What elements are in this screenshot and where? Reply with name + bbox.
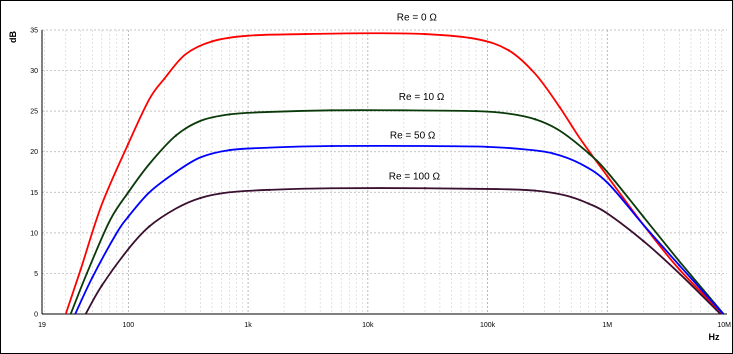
x-tick-label: 1M	[602, 322, 612, 329]
y-tick-label: 30	[30, 68, 38, 75]
x-tick-label: 1k	[244, 322, 252, 329]
series-point	[587, 152, 590, 155]
curve-label-1: Re = 0 Ω	[397, 12, 438, 23]
axes	[41, 30, 727, 315]
series-point	[587, 202, 590, 205]
series-point	[507, 49, 510, 52]
series-point	[486, 145, 489, 148]
x-tick-label: 10k	[362, 322, 374, 329]
series-point	[642, 239, 645, 243]
series-point	[304, 32, 307, 36]
series-point	[100, 284, 103, 287]
series-point	[268, 188, 271, 191]
y-axis-unit-label: dB	[8, 31, 18, 43]
x-tick-label: 19	[38, 322, 46, 329]
series-point	[558, 105, 561, 109]
series-point	[85, 272, 88, 275]
series-point	[642, 215, 645, 218]
y-tick-label: 10	[30, 230, 38, 237]
series-point	[163, 77, 166, 80]
series-point	[91, 276, 94, 279]
series-point	[534, 189, 537, 192]
series-point	[330, 109, 333, 112]
series-point	[127, 191, 130, 194]
curve-label-2: Re = 10 Ω	[399, 92, 445, 103]
y-tick-label: 15	[30, 190, 38, 197]
y-tick-label: 0	[34, 312, 38, 319]
y-tick-label: 5	[34, 271, 38, 278]
y-tick-label: 35	[30, 28, 38, 35]
series-point	[174, 170, 178, 174]
y-tick-labels: 0 5 10 15 20 25 30 35	[30, 28, 38, 319]
series-point	[228, 148, 231, 152]
series-point	[606, 181, 609, 184]
series-point	[174, 134, 178, 137]
series-point	[199, 196, 202, 200]
series-point	[210, 40, 214, 43]
series-line-2	[69, 109, 725, 314]
x-tick-labels: 19 100 1k 10k 100k 1M 10M	[38, 322, 731, 329]
series-point	[148, 225, 151, 228]
series-point	[678, 268, 681, 271]
series-group	[64, 32, 728, 319]
series-point	[474, 110, 478, 113]
curve-label-3: Re = 50 Ω	[390, 131, 436, 142]
series-line-1	[64, 32, 725, 314]
curve-label-4: Re = 100 Ω	[389, 171, 441, 182]
y-tick-label: 20	[30, 149, 38, 156]
series-point	[423, 32, 427, 36]
y-tick-label: 25	[30, 109, 38, 116]
x-axis-unit-label: Hz	[709, 332, 720, 342]
series-point	[127, 215, 130, 218]
series-point	[423, 187, 427, 190]
series-point	[678, 264, 681, 267]
x-tick-label: 100	[123, 322, 135, 329]
series-point	[330, 144, 333, 148]
series-point	[551, 152, 554, 155]
series-point	[79, 268, 82, 271]
x-tick-label: 10M	[717, 322, 731, 329]
series-point	[606, 174, 609, 178]
series-point	[534, 118, 537, 121]
series-point	[228, 113, 231, 116]
series-point	[726, 317, 728, 319]
x-tick-label: 100k	[480, 322, 496, 329]
curve-labels: Re = 0 Ω Re = 10 Ω Re = 50 Ω Re = 100 Ω	[389, 12, 445, 182]
series-point	[127, 142, 130, 145]
grid	[42, 29, 727, 314]
